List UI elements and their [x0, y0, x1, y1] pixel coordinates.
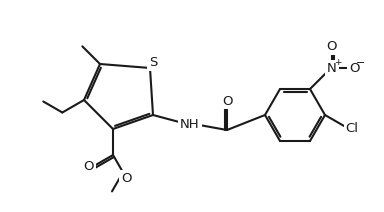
Text: S: S — [149, 57, 157, 70]
Text: NH: NH — [180, 118, 200, 131]
Text: O: O — [84, 160, 94, 173]
Text: −: − — [356, 58, 365, 68]
Text: O: O — [121, 172, 131, 185]
Text: O: O — [222, 95, 232, 107]
Text: O: O — [349, 62, 360, 75]
Text: +: + — [334, 58, 341, 67]
Text: N: N — [327, 62, 336, 75]
Text: O: O — [326, 40, 337, 53]
Text: Cl: Cl — [346, 121, 359, 134]
